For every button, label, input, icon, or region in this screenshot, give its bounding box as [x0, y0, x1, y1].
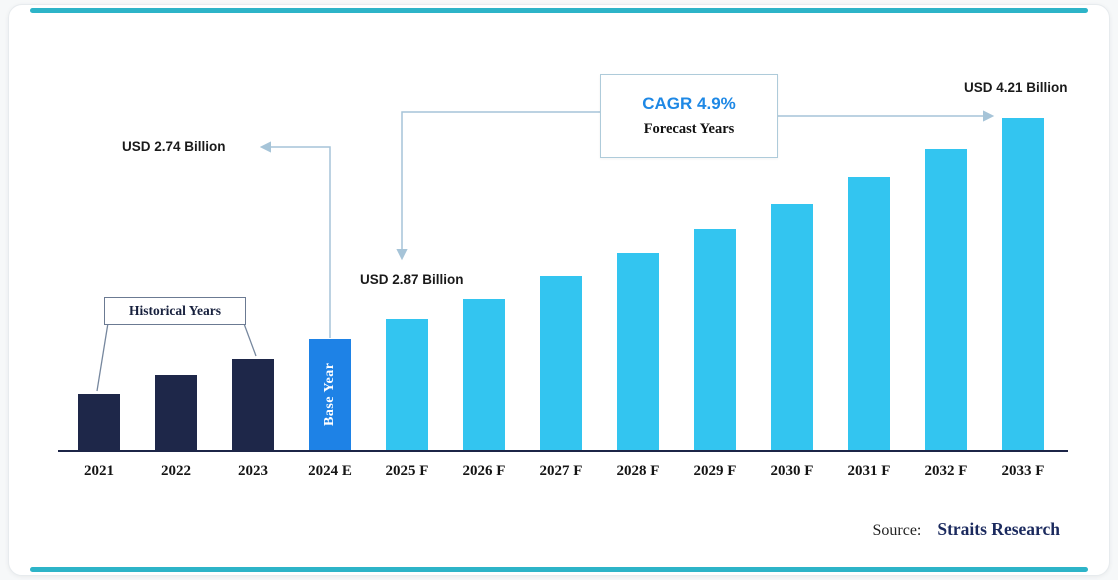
last-forecast-value-label: USD 4.21 Billion	[964, 80, 1068, 95]
x-axis-line	[58, 450, 1068, 452]
bar-2026-f	[463, 299, 505, 450]
bar-2023	[232, 359, 274, 450]
bar-2022	[155, 375, 197, 450]
x-axis-label-2030: 2030 F	[770, 463, 814, 479]
bottom-accent-bar	[30, 567, 1088, 572]
source-line: Source: Straits Research	[872, 519, 1060, 540]
x-axis-label-2029: 2029 F	[693, 463, 737, 479]
bar-2021	[78, 394, 120, 450]
x-axis-label-2021: 2021	[84, 463, 114, 479]
bar-2024-e: Base Year	[309, 339, 351, 450]
source-label: Source:	[872, 522, 922, 539]
x-axis-label-2024: 2024 E	[308, 463, 352, 479]
x-axis-label-2033: 2033 F	[1001, 463, 1045, 479]
bar-2027-f	[540, 276, 582, 450]
x-axis-label-2026: 2026 F	[462, 463, 506, 479]
x-axis-label-2022: 2022	[161, 463, 191, 479]
bar-2033-f	[1002, 118, 1044, 450]
x-axis-label-2032: 2032 F	[924, 463, 968, 479]
top-accent-bar	[30, 8, 1088, 13]
historical-years-label: Historical Years	[104, 297, 246, 325]
bar-2029-f	[694, 229, 736, 450]
bar-2032-f	[925, 149, 967, 450]
source-name: Straits Research	[937, 519, 1060, 539]
base-year-value-label: USD 2.74 Billion	[122, 139, 226, 154]
bar-2031-f	[848, 177, 890, 450]
forecast-years-label: Forecast Years	[643, 121, 735, 137]
x-axis-label-2028: 2028 F	[616, 463, 660, 479]
bar-2025-f	[386, 319, 428, 450]
bar-2030-f	[771, 204, 813, 450]
cagr-callout: CAGR 4.9% Forecast Years	[600, 74, 778, 158]
bar-2028-f	[617, 253, 659, 450]
x-axis-label-2027: 2027 F	[539, 463, 583, 479]
base-year-bar-label: Base Year	[322, 362, 337, 427]
x-axis-label-2031: 2031 F	[847, 463, 891, 479]
first-forecast-value-label: USD 2.87 Billion	[360, 272, 464, 287]
x-axis-label-2025: 2025 F	[385, 463, 429, 479]
cagr-value-label: CAGR 4.9%	[642, 94, 736, 113]
x-axis-label-2023: 2023	[238, 463, 268, 479]
